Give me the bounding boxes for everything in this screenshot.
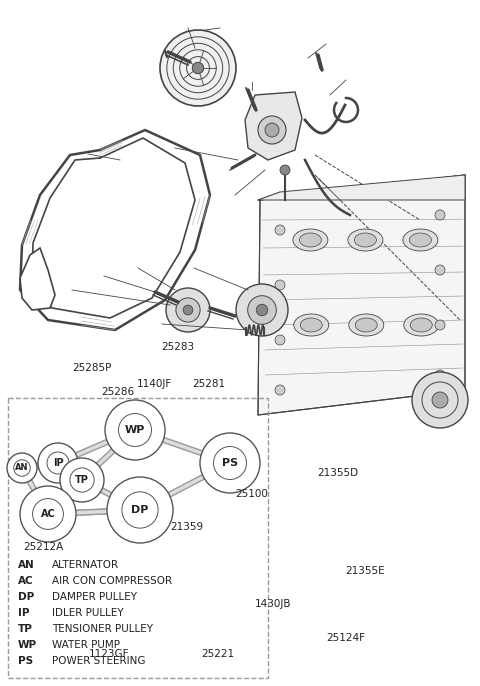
Polygon shape xyxy=(258,175,465,415)
Circle shape xyxy=(38,443,78,483)
Polygon shape xyxy=(20,248,55,310)
Text: 25285P: 25285P xyxy=(72,364,111,373)
Circle shape xyxy=(200,433,260,493)
Circle shape xyxy=(275,225,285,235)
Text: 25124F: 25124F xyxy=(326,633,365,643)
Circle shape xyxy=(265,123,279,137)
Text: AN: AN xyxy=(15,464,29,473)
Text: DP: DP xyxy=(132,505,149,515)
Circle shape xyxy=(258,116,286,144)
Circle shape xyxy=(248,296,276,324)
Ellipse shape xyxy=(410,318,432,332)
Text: 1140JF: 1140JF xyxy=(137,379,172,389)
Text: WP: WP xyxy=(125,425,145,435)
Text: AC: AC xyxy=(41,509,55,519)
Bar xyxy=(8,398,268,678)
Circle shape xyxy=(275,280,285,290)
Ellipse shape xyxy=(354,233,376,247)
Circle shape xyxy=(192,62,204,73)
Circle shape xyxy=(432,392,448,408)
Circle shape xyxy=(60,458,104,502)
Ellipse shape xyxy=(403,229,438,251)
Circle shape xyxy=(236,284,288,336)
Ellipse shape xyxy=(355,318,377,332)
Circle shape xyxy=(160,30,236,106)
Text: TP: TP xyxy=(75,475,89,485)
Ellipse shape xyxy=(300,233,322,247)
Ellipse shape xyxy=(294,314,329,336)
Circle shape xyxy=(183,305,193,315)
Text: AN: AN xyxy=(18,560,35,570)
Text: ALTERNATOR: ALTERNATOR xyxy=(52,560,119,570)
Text: 1430JB: 1430JB xyxy=(254,599,291,608)
Circle shape xyxy=(435,370,445,380)
Text: IP: IP xyxy=(18,608,29,618)
Circle shape xyxy=(105,400,165,460)
Circle shape xyxy=(176,298,200,322)
Text: 25283: 25283 xyxy=(161,342,194,352)
Text: DP: DP xyxy=(18,592,34,602)
Text: AIR CON COMPRESSOR: AIR CON COMPRESSOR xyxy=(52,576,172,586)
Text: IP: IP xyxy=(53,458,63,468)
Circle shape xyxy=(256,305,268,316)
Circle shape xyxy=(275,385,285,395)
Ellipse shape xyxy=(348,229,383,251)
Text: PS: PS xyxy=(18,656,33,666)
Circle shape xyxy=(20,486,76,542)
Text: TENSIONER PULLEY: TENSIONER PULLEY xyxy=(52,624,153,634)
Text: 25221: 25221 xyxy=(202,650,235,659)
Polygon shape xyxy=(258,175,465,200)
Ellipse shape xyxy=(293,229,328,251)
Text: 25100: 25100 xyxy=(235,489,268,499)
Ellipse shape xyxy=(300,318,322,332)
Text: AC: AC xyxy=(18,576,34,586)
Circle shape xyxy=(435,210,445,220)
Text: PS: PS xyxy=(222,458,238,468)
Text: DAMPER PULLEY: DAMPER PULLEY xyxy=(52,592,137,602)
Polygon shape xyxy=(245,92,302,160)
Text: 21355E: 21355E xyxy=(346,566,385,576)
Text: 25212A: 25212A xyxy=(23,542,63,552)
Text: 1123GF: 1123GF xyxy=(89,650,130,659)
Circle shape xyxy=(280,165,290,175)
Text: POWER STEERING: POWER STEERING xyxy=(52,656,145,666)
Circle shape xyxy=(435,265,445,275)
Text: IDLER PULLEY: IDLER PULLEY xyxy=(52,608,124,618)
Circle shape xyxy=(275,335,285,345)
Text: WATER PUMP: WATER PUMP xyxy=(52,640,120,650)
Text: WP: WP xyxy=(18,640,37,650)
Circle shape xyxy=(166,288,210,332)
Ellipse shape xyxy=(404,314,439,336)
Circle shape xyxy=(435,320,445,330)
Text: 25286: 25286 xyxy=(101,388,134,397)
Text: 21359: 21359 xyxy=(170,522,204,532)
Circle shape xyxy=(107,477,173,543)
Ellipse shape xyxy=(409,233,432,247)
Circle shape xyxy=(7,453,37,483)
Text: 25281: 25281 xyxy=(192,379,225,389)
Ellipse shape xyxy=(349,314,384,336)
Text: TP: TP xyxy=(18,624,33,634)
Text: 21355D: 21355D xyxy=(317,469,358,478)
Circle shape xyxy=(412,372,468,428)
